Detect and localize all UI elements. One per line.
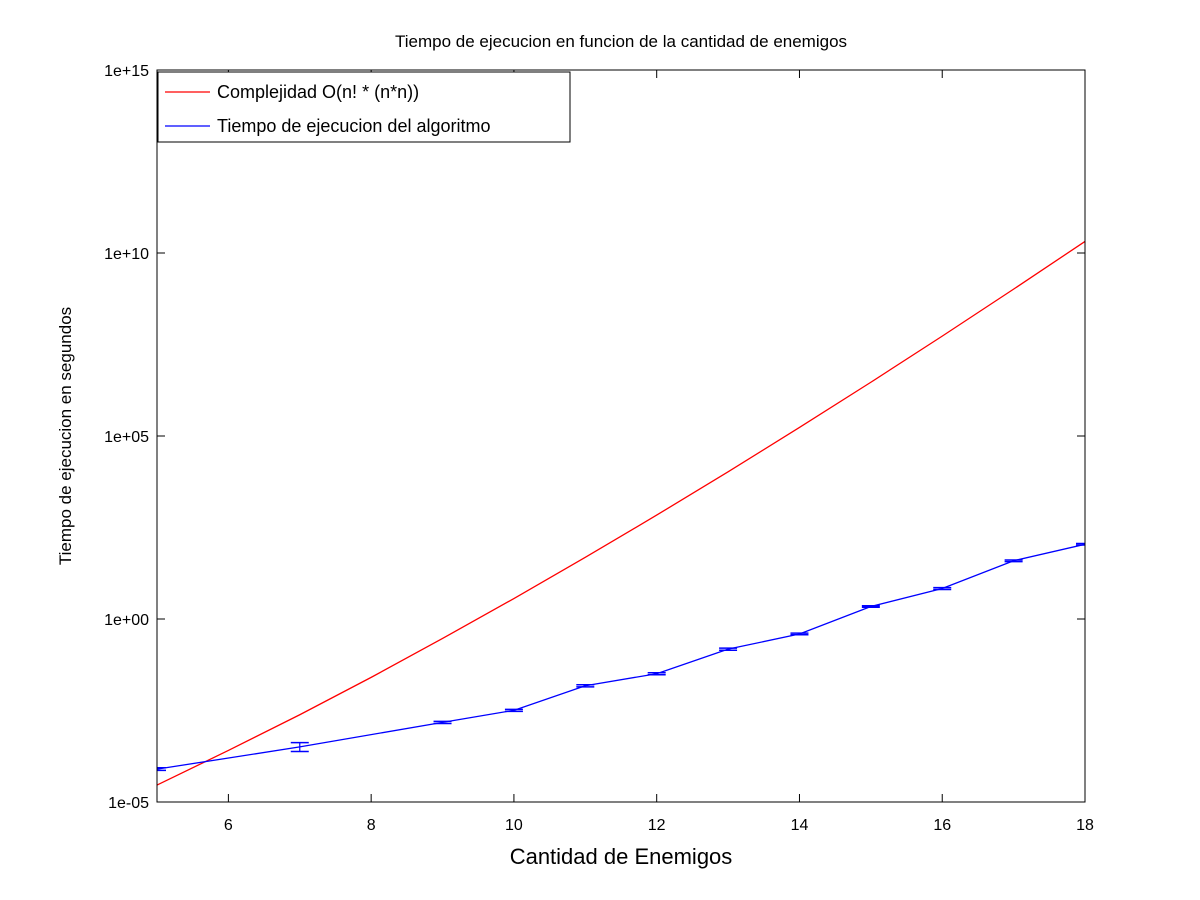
y-tick-label: 1e+00 <box>104 612 149 629</box>
x-tick-label: 12 <box>648 817 666 834</box>
series-group <box>157 240 1085 786</box>
legend-label-complejidad: Complejidad O(n! * (n*n)) <box>217 82 419 102</box>
plot-area <box>157 70 1085 802</box>
x-tick-label: 8 <box>367 817 376 834</box>
x-tick-label: 6 <box>224 817 233 834</box>
chart-title: Tiempo de ejecucion en funcion de la can… <box>395 32 847 51</box>
y-tick-label: 1e+05 <box>104 429 149 446</box>
y-tick-label: 1e+10 <box>104 246 149 263</box>
x-axis-label: Cantidad de Enemigos <box>510 844 733 869</box>
x-tick-label: 16 <box>933 817 951 834</box>
legend: Complejidad O(n! * (n*n)) Tiempo de ejec… <box>157 71 571 143</box>
y-tick-label: 1e+15 <box>104 63 149 80</box>
legend-box <box>157 71 571 143</box>
x-tick-label: 18 <box>1076 817 1094 834</box>
legend-label-tiempo: Tiempo de ejecucion del algoritmo <box>217 116 490 136</box>
series-line-tiempo <box>157 543 1085 770</box>
x-tick-label: 14 <box>791 817 809 834</box>
series-line-complejidad <box>157 240 1085 786</box>
plot-frame <box>156 69 1086 803</box>
y-tick-label: 1e-05 <box>108 795 149 812</box>
y-axis-label: Tiempo de ejecucion en segundos <box>56 307 75 565</box>
series-layer <box>157 240 1085 786</box>
x-tick-label: 10 <box>505 817 523 834</box>
